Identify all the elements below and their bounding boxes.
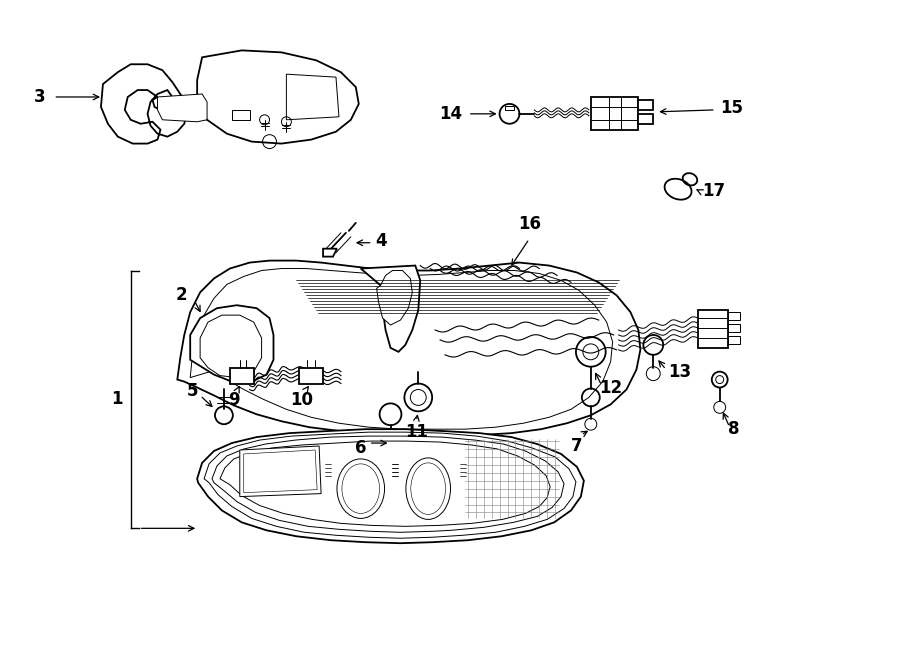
Polygon shape <box>232 110 249 120</box>
Text: 15: 15 <box>720 99 742 117</box>
Polygon shape <box>727 312 740 320</box>
Polygon shape <box>638 114 653 124</box>
Polygon shape <box>197 429 584 543</box>
Polygon shape <box>590 97 638 130</box>
Polygon shape <box>239 446 321 496</box>
Polygon shape <box>177 260 641 437</box>
Polygon shape <box>505 106 515 110</box>
Text: 10: 10 <box>290 391 313 409</box>
Text: 17: 17 <box>702 182 725 200</box>
Text: 11: 11 <box>405 423 428 441</box>
Text: 2: 2 <box>176 286 187 304</box>
Polygon shape <box>361 266 420 352</box>
Text: 1: 1 <box>112 391 122 408</box>
Text: 7: 7 <box>572 437 582 455</box>
Text: 5: 5 <box>186 383 198 401</box>
Polygon shape <box>286 74 339 120</box>
Polygon shape <box>727 336 740 344</box>
Polygon shape <box>465 437 561 518</box>
Polygon shape <box>158 94 207 122</box>
Polygon shape <box>698 310 727 348</box>
Polygon shape <box>376 270 412 325</box>
Polygon shape <box>323 249 337 256</box>
Text: 12: 12 <box>598 379 622 397</box>
Text: 9: 9 <box>228 391 239 409</box>
Polygon shape <box>101 64 187 143</box>
Text: 14: 14 <box>439 105 462 123</box>
Polygon shape <box>300 368 323 383</box>
Text: 8: 8 <box>727 420 739 438</box>
Polygon shape <box>230 368 254 383</box>
Polygon shape <box>638 100 653 110</box>
Polygon shape <box>190 305 274 381</box>
Text: 6: 6 <box>355 439 366 457</box>
Polygon shape <box>197 50 359 143</box>
Text: 13: 13 <box>668 363 691 381</box>
Text: 3: 3 <box>34 88 45 106</box>
Polygon shape <box>727 324 740 332</box>
Text: 16: 16 <box>518 215 541 233</box>
Text: 4: 4 <box>375 232 387 250</box>
